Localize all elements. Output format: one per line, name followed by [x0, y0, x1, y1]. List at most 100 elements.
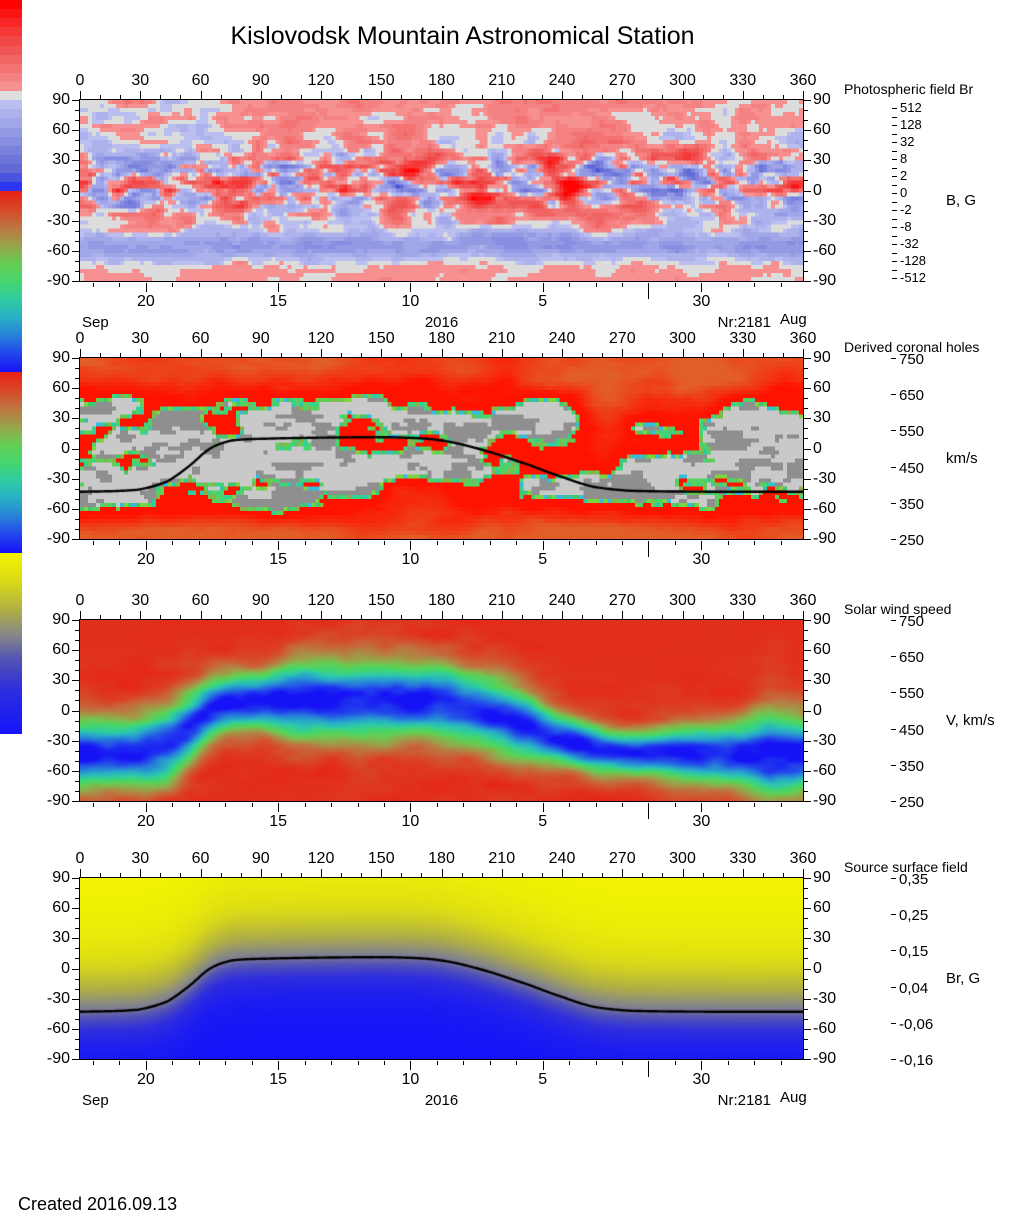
day-minor-tick [304, 1061, 306, 1065]
lat-major-tick-left [72, 100, 79, 101]
lat-minor-tick-left [75, 888, 79, 890]
lat-minor-tick-right [804, 150, 808, 152]
lat-minor-tick-left [75, 750, 79, 752]
lat-minor-tick-left [75, 948, 79, 950]
day-tick-label: 20 [136, 813, 155, 830]
lat-minor-tick-left [75, 760, 79, 762]
colorbar-tick [892, 167, 897, 169]
lon-tick-label: 330 [729, 850, 757, 867]
lon-minor-tick [341, 873, 343, 877]
day-minor-tick [198, 1061, 200, 1065]
colorbar-tick-label: 750 [899, 613, 925, 630]
year-label: 2016 [424, 1092, 459, 1109]
colorbar-tick [891, 764, 896, 766]
lon-minor-tick [240, 353, 242, 357]
colorbar-segment [0, 81, 22, 92]
colorbar-gradient [0, 372, 22, 554]
lat-tick-label-right: 30 [813, 151, 831, 169]
day-minor-tick [516, 803, 518, 807]
day-minor-tick [304, 541, 306, 545]
day-minor-tick [569, 283, 571, 287]
lat-tick-label-right: -60 [813, 1019, 837, 1037]
day-minor-tick [780, 541, 782, 545]
lon-tick-label: 120 [307, 592, 335, 609]
lon-major-tick [260, 349, 262, 357]
colorbar-segment [0, 18, 22, 28]
lat-minor-tick-left [75, 200, 79, 202]
lon-major-tick [742, 611, 744, 619]
lat-tick-label-right: 90 [813, 611, 831, 628]
lon-minor-tick [762, 353, 764, 357]
lat-major-tick-left [72, 938, 79, 940]
lon-tick-label: 240 [548, 850, 576, 867]
colorbar-tick-label: 650 [899, 649, 925, 667]
created-date-label: Created 2016.09.13 [18, 1194, 178, 1214]
month-boundary-tick [648, 803, 650, 819]
month-left-label: Sep [82, 1092, 109, 1109]
lon-tick-label: 300 [669, 850, 696, 867]
lat-minor-tick-right [804, 750, 808, 752]
colorbar-tick-label: 0,25 [899, 907, 929, 925]
day-minor-tick [674, 803, 676, 807]
colorbar-tick [891, 950, 896, 952]
lat-major-tick-right [804, 620, 811, 621]
colorbar-tick [892, 150, 897, 152]
lat-major-tick-right [804, 968, 811, 970]
lat-minor-tick-left [75, 898, 79, 900]
lat-minor-tick-left [75, 640, 79, 642]
lon-minor-tick [300, 615, 302, 619]
lat-minor-tick-left [75, 120, 79, 122]
lat-minor-tick-right [804, 260, 808, 262]
lat-minor-tick-left [75, 170, 79, 172]
day-tick-label: 30 [692, 1071, 711, 1088]
lat-tick-label-right: 60 [813, 121, 831, 139]
plot-frame [79, 877, 804, 1060]
lon-minor-tick [180, 95, 182, 99]
lon-minor-tick [120, 95, 122, 99]
lat-minor-tick-right [804, 928, 808, 930]
colorbar-tick [892, 133, 897, 135]
colorbar-tick [892, 108, 897, 109]
lon-major-tick [501, 91, 503, 99]
day-minor-tick [172, 1061, 174, 1065]
colorbar-tick-label: 8 [900, 151, 908, 166]
lon-minor-tick [120, 873, 122, 877]
lon-tick-label: 30 [131, 592, 150, 609]
lon-minor-tick [240, 95, 242, 99]
lon-tick-label: 360 [789, 850, 817, 867]
lon-tick-label: 90 [251, 592, 270, 609]
lon-tick-label: 270 [608, 72, 636, 89]
day-minor-tick [225, 1061, 227, 1065]
lon-minor-tick [220, 95, 222, 99]
lat-minor-tick-left [75, 378, 79, 380]
lat-minor-tick-right [804, 1008, 808, 1010]
day-minor-tick [463, 541, 465, 545]
lon-minor-tick [220, 873, 222, 877]
day-tick-label: 20 [136, 551, 155, 568]
lon-major-tick [260, 611, 262, 619]
lat-minor-tick-left [75, 1038, 79, 1040]
day-minor-tick [225, 283, 227, 287]
colorbar-tick [891, 692, 896, 694]
lon-major-tick [501, 869, 503, 877]
colorbar-segment [0, 145, 22, 155]
lon-minor-tick [702, 95, 704, 99]
lon-minor-tick [762, 615, 764, 619]
lat-tick-label-right: -60 [813, 499, 837, 517]
day-major-tick [278, 1061, 280, 1070]
lon-minor-tick [401, 353, 403, 357]
lat-tick-label-left: 0 [61, 959, 70, 977]
lon-major-tick [803, 349, 804, 357]
lat-minor-tick-left [75, 700, 79, 702]
lon-major-tick [562, 869, 563, 877]
lon-minor-tick [521, 95, 523, 99]
lat-minor-tick-right [804, 1018, 808, 1020]
lat-tick-label-left: -30 [46, 469, 70, 487]
lat-minor-tick-right [804, 110, 808, 112]
lon-minor-tick [240, 873, 242, 877]
lon-minor-tick [602, 873, 604, 877]
lat-minor-tick-right [804, 458, 808, 460]
lon-minor-tick [461, 615, 463, 619]
lon-minor-tick [541, 353, 543, 357]
day-major-tick [145, 541, 147, 550]
